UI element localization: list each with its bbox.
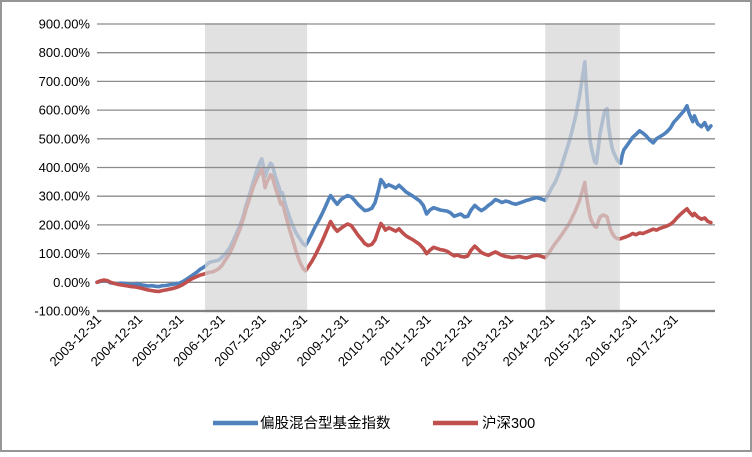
- legend-label-1: 沪深300: [482, 415, 535, 432]
- legend: 偏股混合型基金指数 沪深300: [213, 415, 535, 432]
- y-tick-label: -100.00%: [34, 304, 90, 319]
- y-tick-label: 800.00%: [39, 45, 91, 60]
- y-tick-label: 100.00%: [39, 246, 91, 261]
- y-tick-label: 0.00%: [53, 275, 90, 290]
- y-tick-label: 900.00%: [39, 17, 91, 32]
- y-tick-label: 200.00%: [39, 217, 91, 232]
- y-tick-label: 300.00%: [39, 189, 91, 204]
- y-tick-label: 600.00%: [39, 103, 91, 118]
- y-tick-label: 400.00%: [39, 160, 91, 175]
- y-tick-label: 700.00%: [39, 74, 91, 89]
- legend-label-0: 偏股混合型基金指数: [260, 415, 391, 432]
- y-tick-label: 500.00%: [39, 131, 91, 146]
